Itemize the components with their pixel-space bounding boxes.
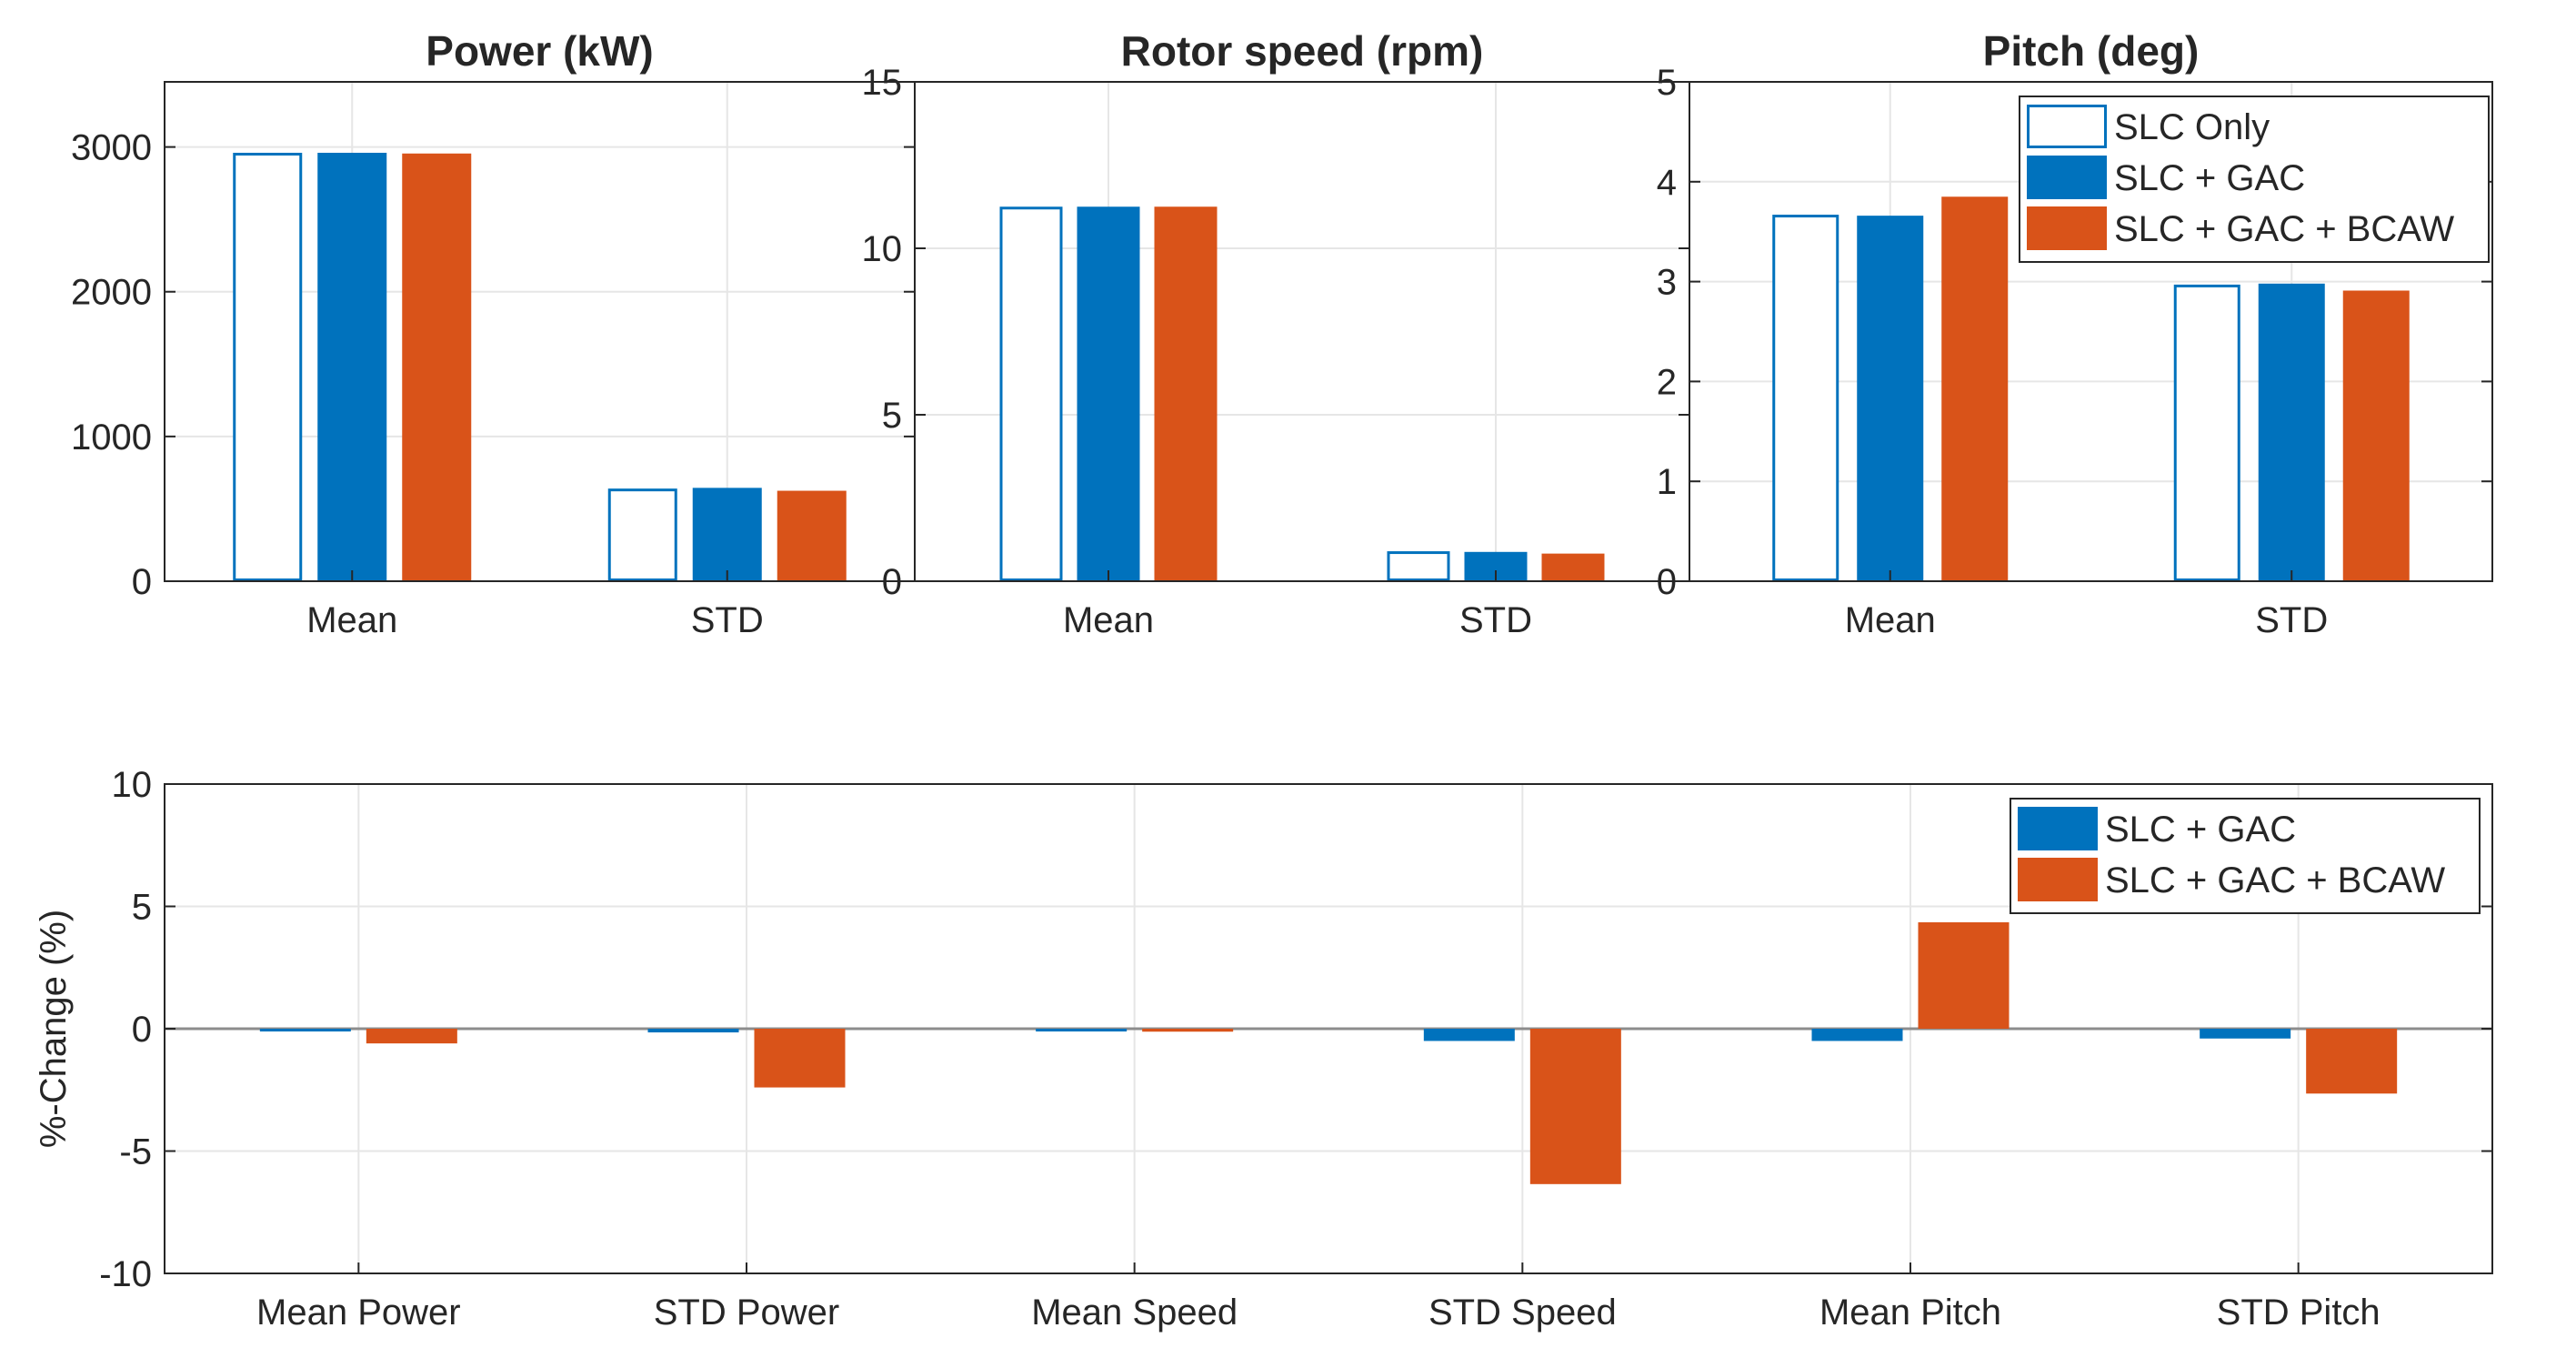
x-tick-label: Mean: [1845, 600, 1936, 640]
bar-slc-gac-bcaw-std: [777, 490, 847, 581]
bar-slc-gac-std: [692, 488, 762, 581]
y-tick-label: 1000: [71, 417, 152, 458]
legend-swatch: [2027, 105, 2107, 148]
y-tick-label: 3000: [71, 128, 152, 168]
x-tick-label: Mean Power: [256, 1293, 461, 1333]
legend-label: SLC + GAC + BCAW: [2114, 209, 2454, 249]
y-tick-label: 3: [1657, 263, 1677, 303]
y-tick-label: 0: [132, 562, 152, 602]
bar-slc-gac-std: [2258, 283, 2325, 581]
axes-box: [1689, 81, 2493, 582]
y-tick-label: 1: [1657, 462, 1677, 502]
bar-slc-gac-bcaw-mean: [402, 153, 472, 581]
bar-slc-gac-bcaw-mean-pitch: [1918, 921, 2010, 1029]
chart-title: Power (kW): [426, 27, 653, 75]
bar-slc-gac-bcaw-mean: [1941, 196, 2009, 581]
legend-swatch: [2018, 807, 2098, 850]
legend-label: SLC Only: [2114, 107, 2270, 147]
bar-slc-gac-mean: [1857, 216, 1924, 581]
bar-slc-gac-bcaw-std-pitch: [2306, 1029, 2398, 1094]
bar-slc-gac-std-speed: [1423, 1029, 1515, 1041]
y-tick-label: -10: [99, 1254, 152, 1294]
y-tick-label: 4: [1657, 163, 1677, 203]
bar-slc-gac-bcaw-std-power: [754, 1029, 846, 1088]
legend: SLC + GAC SLC + GAC + BCAW: [2010, 798, 2481, 914]
y-tick-label: -5: [119, 1132, 152, 1172]
bar-slc-only-std: [1387, 551, 1450, 581]
bar-slc-gac-bcaw-std: [1541, 553, 1605, 581]
panel-pitch: 0 1 2 3 4 5 Mean STD Pitch (deg) SLC Only SLC + GA…: [1657, 27, 2493, 640]
bar-slc-gac-bcaw-std: [2342, 290, 2410, 581]
legend-swatch: [2027, 206, 2107, 250]
x-tick-label: STD: [1459, 600, 1532, 640]
bar-slc-only-std: [607, 488, 677, 581]
bar-slc-only-mean: [233, 152, 303, 581]
legend-swatch: [2018, 858, 2098, 901]
legend-label: SLC + GAC: [2105, 810, 2296, 850]
y-tick-label: 5: [1657, 63, 1677, 103]
y-tick-label: 10: [112, 765, 153, 805]
y-tick-label: 5: [882, 396, 902, 436]
bar-slc-gac-bcaw-std-speed: [1529, 1029, 1621, 1184]
legend-swatch: [2027, 156, 2107, 199]
chart-title: Pitch (deg): [1983, 27, 2200, 75]
x-tick-label: Mean Pitch: [1819, 1293, 2001, 1333]
bar-slc-gac-mean-speed: [1036, 1029, 1128, 1031]
bar-slc-gac-mean-power: [259, 1029, 351, 1031]
bar-slc-gac-bcaw-mean: [1154, 206, 1218, 581]
y-tick-label: 10: [862, 229, 903, 269]
panel-power: 0 1000 2000 3000 Mean STD Power (kW): [71, 27, 916, 640]
y-axis-label: %-Change (%): [34, 910, 74, 1148]
legend-label: SLC + GAC + BCAW: [2105, 860, 2445, 900]
x-tick-label: STD Pitch: [2217, 1293, 2381, 1333]
bar-slc-gac-mean: [1077, 206, 1140, 581]
x-tick-label: Mean: [306, 600, 397, 640]
y-tick-label: 5: [132, 888, 152, 928]
legend-label: SLC + GAC: [2114, 158, 2305, 198]
x-tick-label: STD Power: [654, 1293, 840, 1333]
chart-title: Rotor speed (rpm): [1121, 27, 1484, 75]
bar-slc-gac-mean: [317, 152, 387, 581]
x-tick-label: STD Speed: [1428, 1293, 1617, 1333]
bar-slc-only-mean: [999, 206, 1063, 581]
y-tick-label: 0: [1657, 562, 1677, 602]
x-tick-label: Mean: [1063, 600, 1154, 640]
bar-slc-only-std: [2173, 284, 2240, 581]
x-tick-label: STD: [691, 600, 764, 640]
y-tick-label: 0: [132, 1010, 152, 1050]
y-tick-label: 0: [882, 562, 902, 602]
panel-percent-change: -10 -5 0 5 10 Mean Power STD Power Mean Speed ST…: [34, 765, 2493, 1333]
y-tick-label: 2: [1657, 362, 1677, 402]
x-tick-label: Mean Speed: [1031, 1293, 1238, 1333]
bar-slc-gac-std-pitch: [2200, 1029, 2291, 1039]
legend: SLC Only SLC + GAC SLC + GAC + BCAW: [2019, 96, 2490, 263]
y-tick-label: 15: [862, 63, 903, 103]
bar-slc-only-mean: [1772, 215, 1839, 581]
y-tick-label: 2000: [71, 273, 152, 313]
bar-slc-gac-std-power: [647, 1029, 739, 1033]
bar-slc-gac-bcaw-mean-power: [366, 1029, 457, 1044]
x-tick-label: STD: [2255, 600, 2328, 640]
bar-slc-gac-mean-pitch: [1811, 1029, 1903, 1041]
bar-slc-gac-bcaw-mean-speed: [1142, 1029, 1234, 1032]
